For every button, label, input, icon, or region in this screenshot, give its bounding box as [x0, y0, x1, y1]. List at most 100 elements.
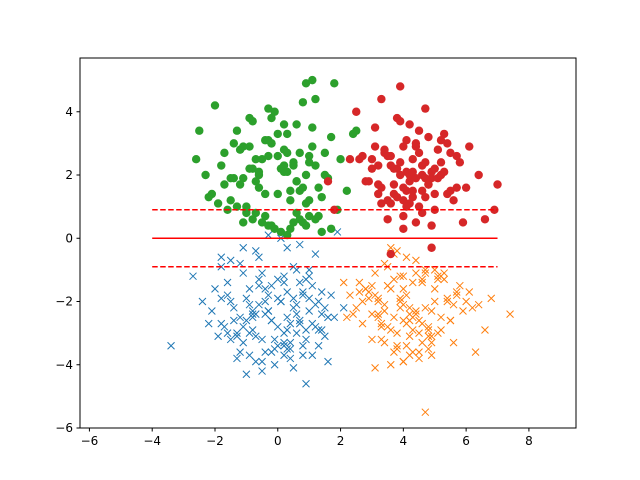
- data-point: [286, 345, 295, 353]
- data-point: [195, 126, 204, 135]
- data-point: [264, 136, 273, 145]
- data-point: [267, 113, 276, 123]
- data-point: [283, 313, 292, 322]
- data-point: [277, 297, 285, 306]
- data-point: [302, 326, 310, 334]
- data-point: [280, 341, 288, 350]
- data-point: [304, 211, 314, 221]
- data-point: [439, 167, 449, 177]
- data-point: [239, 322, 248, 331]
- data-point: [433, 145, 443, 154]
- data-point: [330, 79, 339, 88]
- y-axis: −6 −4 −2 0 2 4: [55, 105, 80, 435]
- data-point: [308, 281, 317, 290]
- data-point: [317, 192, 326, 202]
- data-point: [421, 266, 430, 274]
- data-point: [405, 177, 414, 186]
- data-point: [408, 154, 417, 164]
- data-point: [374, 189, 383, 199]
- data-point: [255, 300, 263, 309]
- data-point: [220, 148, 229, 158]
- data-point: [371, 291, 379, 300]
- data-point: [355, 278, 364, 287]
- data-point: [251, 177, 260, 186]
- data-point: [239, 173, 248, 183]
- data-point: [452, 183, 461, 192]
- data-point: [412, 307, 420, 315]
- data-point: [299, 341, 307, 350]
- data-point: [286, 319, 295, 328]
- data-point: [317, 288, 326, 296]
- data-point: [167, 341, 175, 350]
- data-point: [412, 269, 420, 277]
- data-point: [352, 107, 361, 116]
- data-point: [305, 294, 314, 303]
- data-point: [239, 218, 248, 227]
- data-point: [408, 326, 417, 334]
- data-point: [446, 316, 455, 325]
- data-point: [402, 341, 411, 350]
- data-point: [302, 379, 310, 388]
- data-point: [380, 307, 389, 315]
- data-point: [446, 186, 455, 196]
- data-point: [283, 288, 292, 296]
- data-point: [254, 167, 264, 177]
- data-point: [452, 288, 461, 296]
- data-point: [198, 297, 207, 306]
- data-point: [242, 294, 251, 303]
- data-point: [436, 136, 446, 145]
- data-point: [390, 348, 398, 356]
- data-point: [229, 316, 238, 325]
- data-point: [292, 329, 301, 337]
- data-point: [279, 120, 289, 129]
- data-point: [421, 303, 430, 312]
- data-point: [257, 154, 267, 164]
- data-point: [204, 319, 213, 328]
- data-point: [396, 297, 405, 306]
- data-point: [321, 303, 329, 312]
- x-tick-label: 6: [462, 434, 470, 448]
- data-point: [411, 139, 421, 148]
- data-point: [402, 202, 411, 211]
- data-point: [251, 208, 260, 218]
- data-point: [236, 313, 244, 322]
- data-point: [276, 227, 286, 237]
- data-point: [414, 126, 424, 135]
- data-point: [390, 313, 398, 322]
- data-point: [273, 275, 282, 284]
- data-point: [342, 313, 351, 322]
- data-point: [446, 148, 455, 158]
- data-point: [437, 272, 445, 281]
- data-point: [210, 101, 220, 110]
- data-point: [424, 326, 433, 334]
- data-point: [412, 256, 420, 265]
- data-point: [358, 151, 367, 161]
- data-point: [289, 161, 298, 170]
- data-point: [424, 345, 433, 353]
- data-point: [251, 310, 260, 319]
- data-point: [493, 180, 502, 189]
- data-point: [330, 313, 339, 322]
- x-tick-label: 4: [400, 434, 408, 448]
- data-point: [402, 136, 411, 145]
- data-point: [364, 177, 374, 186]
- data-point: [414, 202, 424, 211]
- data-point: [201, 170, 210, 180]
- data-point: [421, 408, 430, 417]
- data-point: [292, 120, 301, 129]
- data-point: [452, 151, 461, 161]
- data-point: [239, 243, 248, 252]
- data-point: [232, 202, 242, 211]
- data-point: [408, 167, 417, 177]
- data-point: [267, 281, 276, 290]
- data-point: [345, 154, 355, 164]
- data-point: [292, 177, 301, 186]
- data-point: [213, 199, 223, 208]
- data-point: [421, 269, 430, 277]
- data-point: [430, 285, 439, 293]
- data-point: [386, 151, 395, 161]
- data-point: [427, 307, 436, 315]
- data-point: [427, 332, 436, 341]
- data-point: [270, 360, 279, 369]
